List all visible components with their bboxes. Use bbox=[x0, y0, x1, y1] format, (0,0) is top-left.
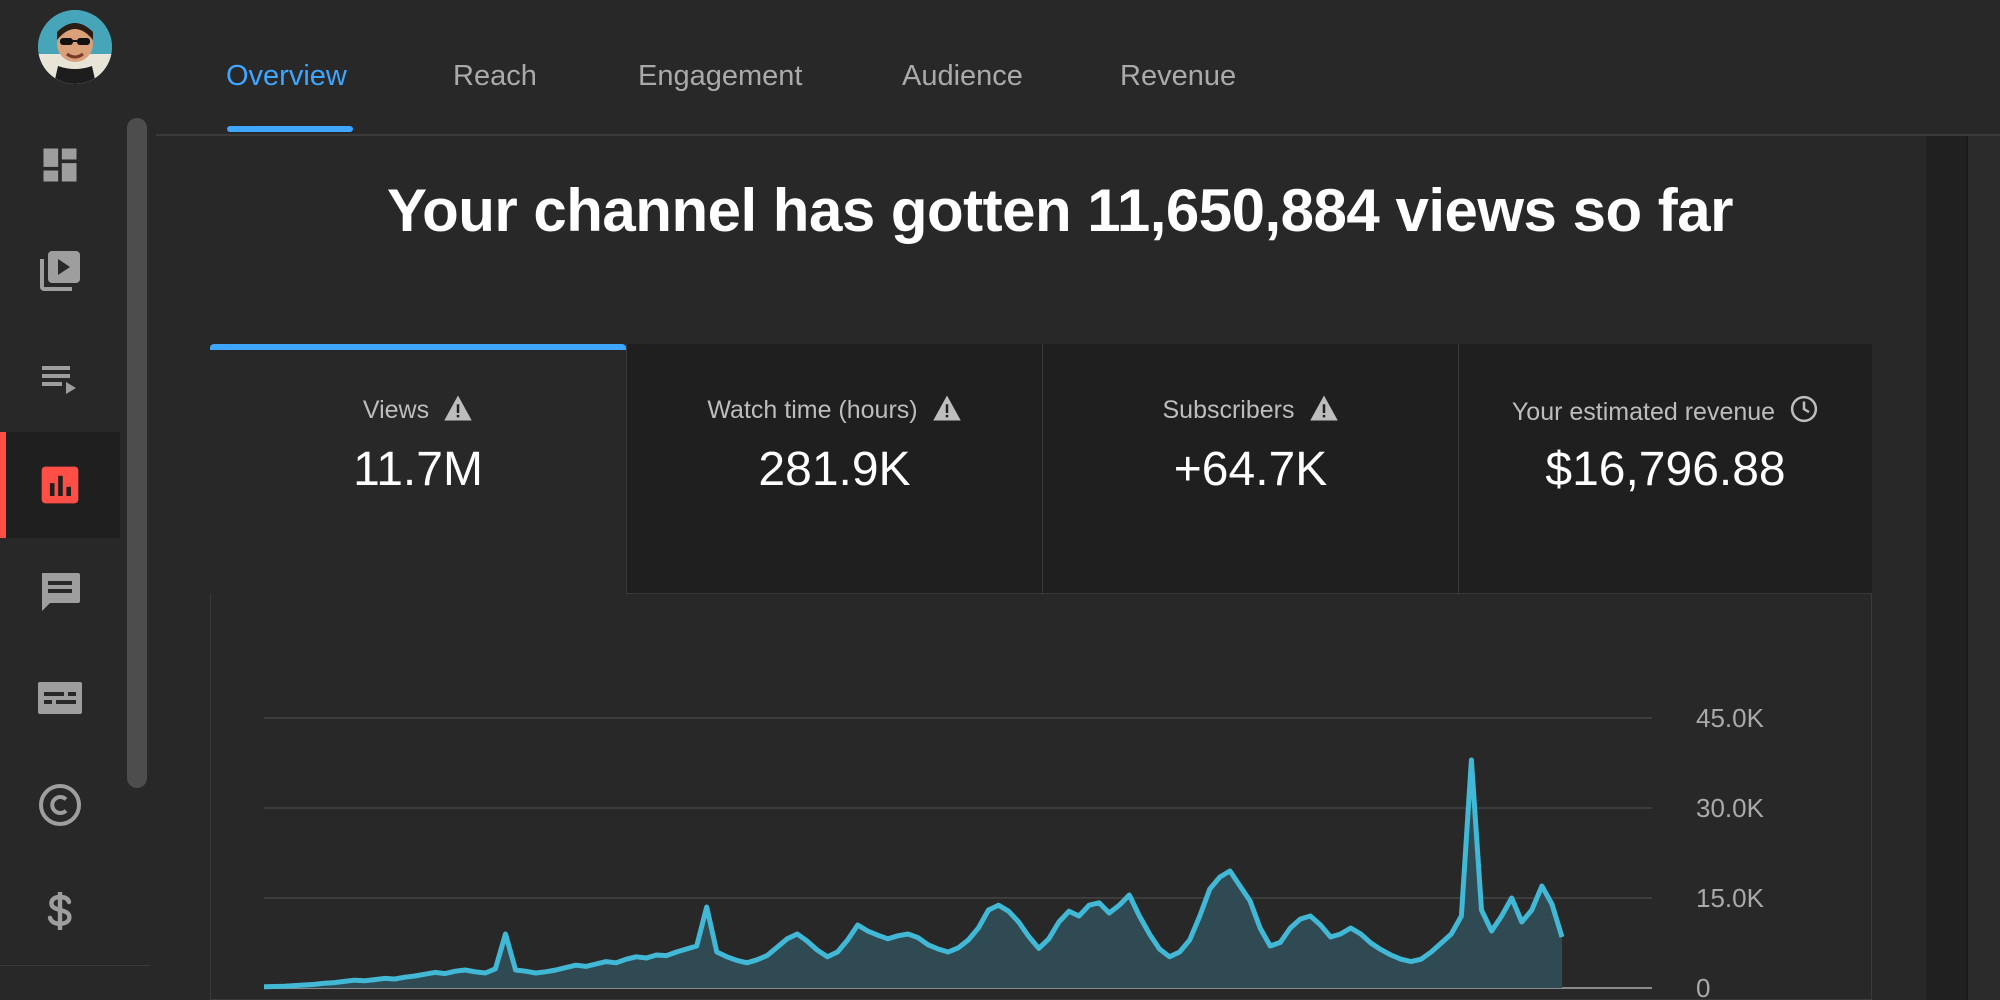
nav-content[interactable] bbox=[0, 218, 120, 324]
active-tab-indicator bbox=[227, 126, 353, 132]
metric-label-text: Watch time (hours) bbox=[707, 396, 918, 424]
copyright-icon bbox=[39, 784, 81, 826]
metric-label-text: Views bbox=[362, 396, 430, 424]
nav-dashboard[interactable] bbox=[0, 112, 120, 218]
y-tick-label: 0 bbox=[1696, 973, 1710, 1000]
analytics-icon bbox=[41, 466, 79, 504]
metric-value: 281.9K bbox=[758, 443, 911, 496]
nav-monetization[interactable] bbox=[0, 858, 120, 964]
nav-copyright[interactable] bbox=[0, 752, 120, 858]
nav-divider bbox=[0, 965, 150, 966]
metric-value: 11.7M bbox=[353, 443, 483, 496]
dashboard-icon bbox=[43, 148, 77, 182]
content-scroll-gutter bbox=[1926, 136, 1966, 1000]
channel-avatar[interactable] bbox=[38, 10, 112, 84]
warning-icon bbox=[1309, 395, 1338, 421]
nav-playlists[interactable] bbox=[0, 325, 120, 431]
warning-icon bbox=[444, 395, 472, 421]
playlists-icon bbox=[42, 366, 76, 394]
metric-cards: Views 11.7M Watch time (hours) 281.9K Su… bbox=[210, 344, 1872, 594]
nav-analytics[interactable] bbox=[0, 432, 120, 538]
left-nav-rail bbox=[0, 0, 156, 1000]
clock-icon bbox=[1790, 395, 1818, 423]
subtitles-icon bbox=[38, 682, 82, 714]
metric-card-subscribers[interactable]: Subscribers +64.7K bbox=[1042, 344, 1458, 594]
nav-scrollbar[interactable] bbox=[127, 118, 147, 788]
tab-revenue[interactable]: Revenue bbox=[1120, 60, 1237, 92]
nav-comments[interactable] bbox=[0, 538, 120, 644]
y-tick-label: 30.0K bbox=[1696, 793, 1765, 823]
metric-value: +64.7K bbox=[1173, 443, 1328, 496]
metric-label: Watch time (hours) bbox=[627, 394, 1042, 425]
metric-label: Your estimated revenue bbox=[1459, 394, 1872, 427]
side-panel-edge bbox=[1966, 136, 2000, 1000]
tab-reach[interactable]: Reach bbox=[453, 60, 537, 92]
page-title: Your channel has gotten 11,650,884 views… bbox=[387, 177, 1733, 244]
tab-overview[interactable]: Overview bbox=[226, 60, 347, 92]
tab-audience[interactable]: Audience bbox=[902, 60, 1023, 92]
metric-card-revenue[interactable]: Your estimated revenue $16,796.88 bbox=[1458, 344, 1872, 594]
metric-value: $16,796.88 bbox=[1545, 443, 1786, 496]
y-tick-label: 45.0K bbox=[1696, 703, 1765, 733]
metric-label-text: Subscribers bbox=[1162, 396, 1295, 424]
metric-card-watch-time[interactable]: Watch time (hours) 281.9K bbox=[626, 344, 1042, 594]
metric-label-text: Your estimated revenue bbox=[1511, 398, 1776, 426]
metric-label: Views bbox=[210, 394, 626, 425]
analytics-tabs: Overview Reach Engagement Audience Reven… bbox=[156, 0, 2000, 136]
comments-icon bbox=[42, 573, 80, 611]
nav-subtitles[interactable] bbox=[0, 645, 120, 751]
views-series-area bbox=[264, 760, 1562, 988]
metric-label: Subscribers bbox=[1043, 394, 1458, 425]
avatar-image bbox=[38, 10, 112, 84]
monetization-icon bbox=[47, 892, 72, 930]
warning-icon bbox=[932, 395, 961, 421]
metric-card-views[interactable]: Views 11.7M bbox=[210, 344, 626, 594]
views-chart-svg: 0 15.0K 30.0K 45.0K bbox=[263, 703, 1765, 1000]
views-chart: 0 15.0K 30.0K 45.0K bbox=[210, 690, 1910, 1000]
content-icon bbox=[40, 251, 80, 291]
views-series-line[interactable] bbox=[263, 757, 1565, 990]
tab-engagement[interactable]: Engagement bbox=[638, 60, 803, 92]
y-tick-label: 15.0K bbox=[1696, 883, 1765, 913]
